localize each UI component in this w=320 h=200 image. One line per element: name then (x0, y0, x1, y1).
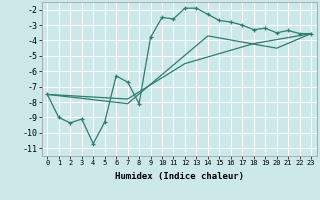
X-axis label: Humidex (Indice chaleur): Humidex (Indice chaleur) (115, 172, 244, 181)
